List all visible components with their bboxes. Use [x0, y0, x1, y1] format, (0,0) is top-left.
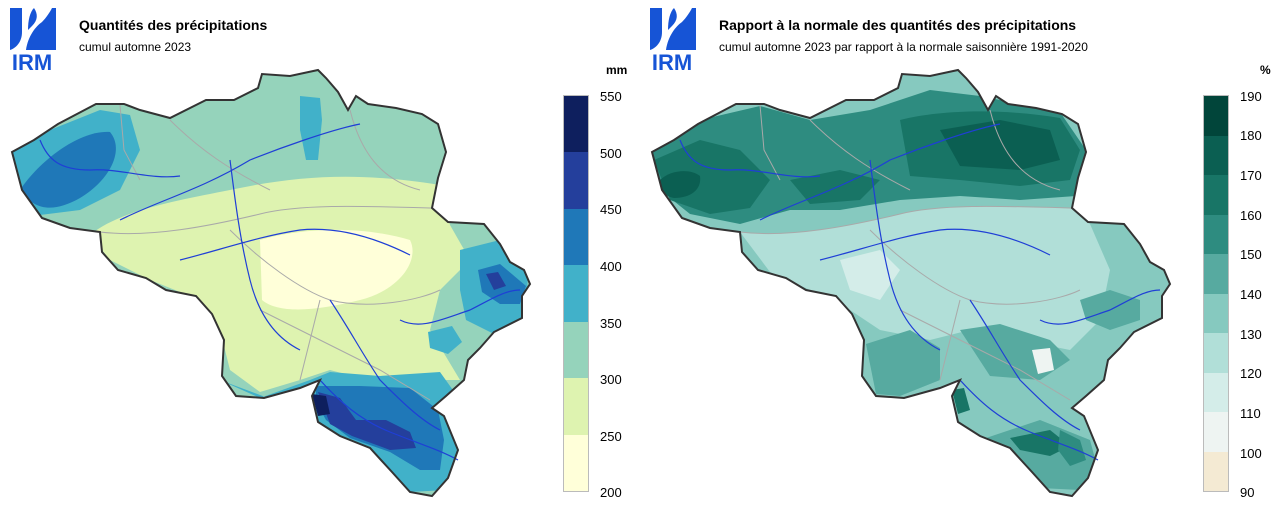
legend-band-450-500 — [564, 152, 588, 209]
precipitation-amount-panel: IRM Quantités des précipitations cumul a… — [6, 6, 628, 500]
legend-tick: 550 — [600, 89, 622, 104]
map-subtitle: cumul automne 2023 — [79, 40, 192, 54]
legend-band-150-160 — [1204, 214, 1228, 254]
precipitation-legend-bar — [563, 95, 589, 492]
legend-band-120-130 — [1204, 333, 1228, 373]
legend-tick: 400 — [600, 259, 622, 274]
belgium-precipitation-map — [11, 69, 531, 497]
ratio-legend-bar — [1203, 95, 1229, 492]
legend-tick: 300 — [600, 372, 622, 387]
legend-band-90-100 — [1204, 451, 1228, 491]
legend-tick: 450 — [600, 202, 622, 217]
legend-band-500-550 — [564, 96, 588, 153]
legend-band-250-300 — [564, 378, 588, 435]
irm-logo-icon — [6, 6, 58, 54]
legend-band-100-110 — [1204, 412, 1228, 452]
irm-logo-icon — [646, 6, 698, 54]
legend-tick: 120 — [1240, 366, 1262, 381]
legend-band-130-140 — [1204, 293, 1228, 333]
legend-tick: 130 — [1240, 327, 1262, 342]
map-title: Quantités des précipitations — [79, 17, 268, 33]
legend-band-300-350 — [564, 321, 588, 379]
legend-tick: 140 — [1240, 287, 1262, 302]
legend-band-400-450 — [564, 208, 588, 266]
map-subtitle: cumul automne 2023 par rapport à la norm… — [719, 40, 1088, 54]
legend-tick: 170 — [1240, 168, 1262, 183]
legend-band-350-400 — [564, 265, 588, 322]
legend-band-200-250 — [564, 434, 588, 491]
legend-tick: 90 — [1240, 485, 1255, 500]
legend-tick: 350 — [600, 316, 622, 331]
legend-tick: 500 — [600, 146, 622, 161]
legend-tick: 200 — [600, 485, 622, 500]
irm-logo-text: IRM — [11, 50, 53, 75]
legend-unit: % — [1260, 63, 1271, 77]
belgium-ratio-map — [651, 69, 1171, 497]
irm-logo: IRM — [6, 6, 58, 75]
legend-tick: 150 — [1240, 247, 1262, 262]
legend-unit: mm — [606, 63, 628, 77]
legend-band-180-190 — [1204, 96, 1228, 136]
legend-tick: 110 — [1240, 406, 1261, 421]
legend-tick: 250 — [600, 429, 622, 444]
map-title: Rapport à la normale des quantités des p… — [719, 17, 1077, 33]
irm-logo: IRM — [646, 6, 698, 75]
legend-tick: 180 — [1240, 128, 1262, 143]
legend-band-110-120 — [1204, 372, 1228, 412]
legend-band-170-180 — [1204, 135, 1228, 175]
irm-logo-text: IRM — [651, 50, 693, 75]
legend-band-140-150 — [1204, 254, 1228, 294]
legend-tick: 190 — [1240, 89, 1262, 104]
precipitation-ratio-panel: IRM Rapport à la normale des quantités d… — [640, 0, 1280, 507]
legend-band-160-170 — [1204, 175, 1228, 215]
legend-tick: 160 — [1240, 208, 1262, 223]
legend-tick: 100 — [1240, 446, 1262, 461]
